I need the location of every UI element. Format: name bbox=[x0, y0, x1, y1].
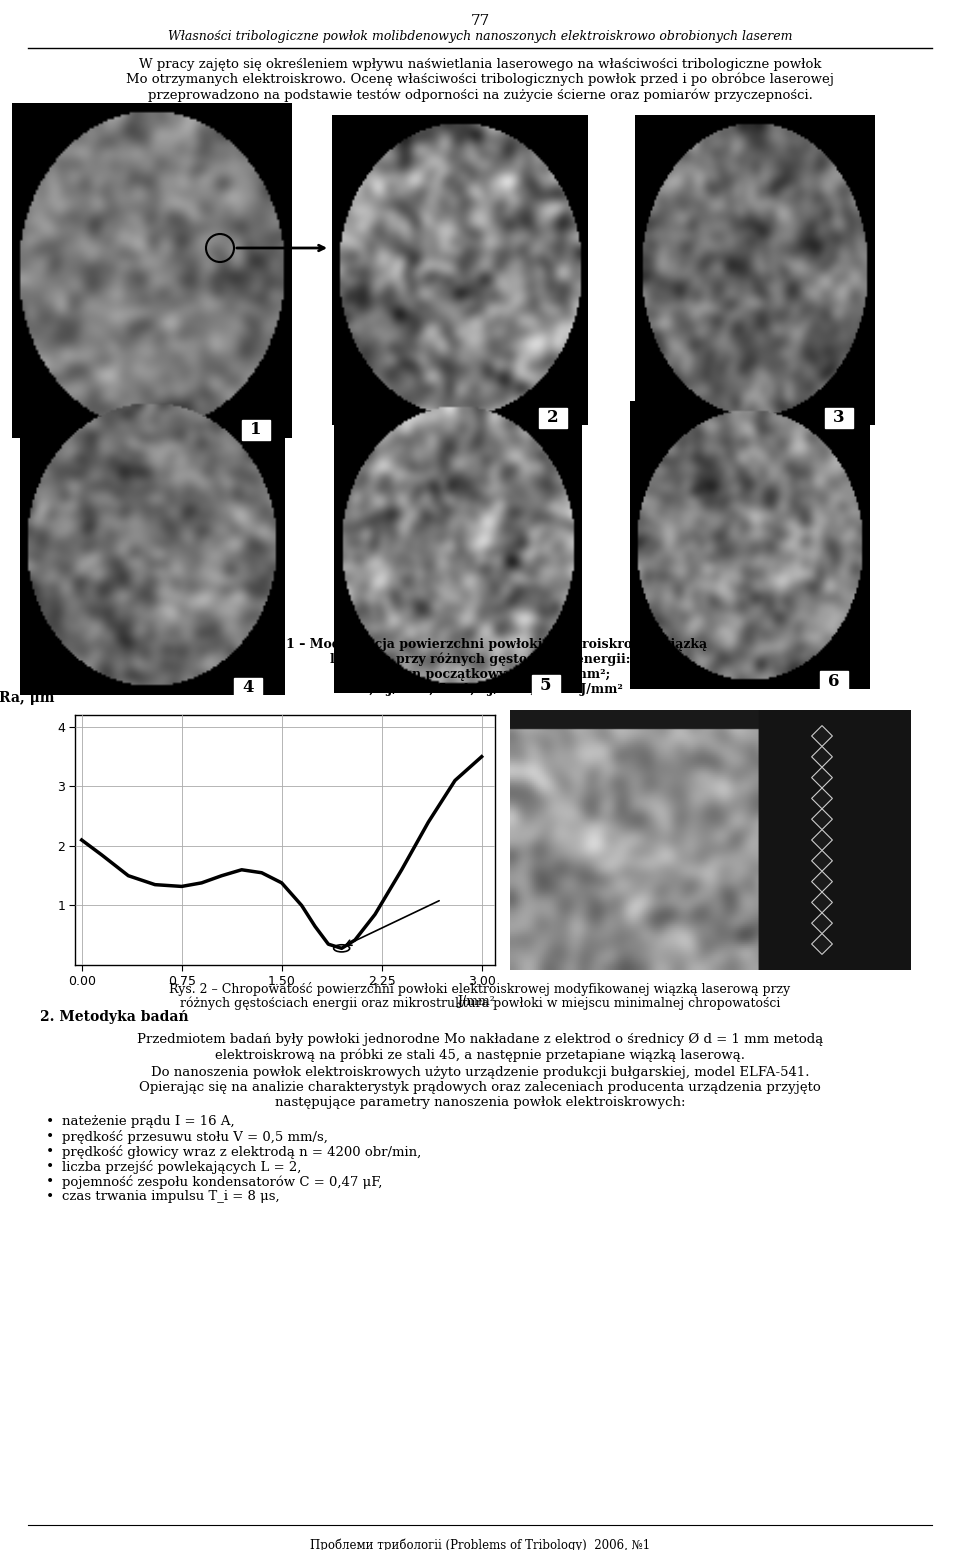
Text: 4: 4 bbox=[242, 679, 253, 696]
Text: różnych gęstościach energii oraz mikrostruktura powłoki w miejscu minimalnej chr: różnych gęstościach energii oraz mikrost… bbox=[180, 997, 780, 1009]
Polygon shape bbox=[811, 851, 832, 871]
Text: Rys. 1 – Modyfikacja powierzchni powłoki elektroiskrowej wiązką: Rys. 1 – Modyfikacja powierzchni powłoki… bbox=[252, 639, 708, 651]
Text: Проблеми трибологіі (Problems of Tribology)  2006, №1: Проблеми трибологіі (Problems of Tribolo… bbox=[310, 1538, 650, 1550]
Text: liczba przejść powlekających L = 2,: liczba przejść powlekających L = 2, bbox=[62, 1159, 301, 1173]
FancyBboxPatch shape bbox=[532, 674, 560, 694]
Bar bbox=[334, 397, 582, 693]
Text: 77: 77 bbox=[470, 14, 490, 28]
Text: 6: 6 bbox=[828, 673, 840, 690]
Polygon shape bbox=[811, 725, 832, 747]
Text: Ra, μm: Ra, μm bbox=[0, 691, 55, 705]
FancyBboxPatch shape bbox=[242, 420, 270, 440]
Polygon shape bbox=[811, 933, 832, 955]
Polygon shape bbox=[811, 809, 832, 829]
Text: następujące parametry nanoszenia powłok elektroiskrowych:: następujące parametry nanoszenia powłok … bbox=[275, 1096, 685, 1108]
Polygon shape bbox=[811, 871, 832, 891]
Text: 2: 2 bbox=[546, 409, 559, 426]
Text: czas trwania impulsu T_i = 8 μs,: czas trwania impulsu T_i = 8 μs, bbox=[62, 1190, 279, 1203]
FancyBboxPatch shape bbox=[539, 408, 566, 428]
Text: laserową przy różnych gęstościach energii:: laserową przy różnych gęstościach energi… bbox=[330, 653, 630, 666]
Polygon shape bbox=[811, 891, 832, 913]
Text: W pracy zajęto się określeniem wpływu naświetlania laserowego na właściwości tri: W pracy zajęto się określeniem wpływu na… bbox=[139, 57, 821, 71]
Text: Własności tribologiczne powłok molibdenowych nanoszonych elektroiskrowo obrobion: Własności tribologiczne powłok molibdeno… bbox=[168, 29, 792, 43]
Text: Opierając się na analizie charakterystyk prądowych oraz zaleceniach producenta u: Opierając się na analizie charakterystyk… bbox=[139, 1080, 821, 1094]
Text: J/mm²: J/mm² bbox=[457, 995, 495, 1008]
Polygon shape bbox=[811, 829, 832, 851]
Bar bbox=[12, 102, 292, 437]
Polygon shape bbox=[811, 913, 832, 933]
Text: Rys. 2 – Chropowatość powierzchni powłoki elektroiskrowej modyfikowanej wiązką l: Rys. 2 – Chropowatość powierzchni powłok… bbox=[169, 983, 791, 997]
Text: Mo otrzymanych elektroiskrowo. Ocenę właściwości tribologicznych powłok przed i : Mo otrzymanych elektroiskrowo. Ocenę wła… bbox=[126, 73, 834, 87]
Text: •: • bbox=[46, 1159, 54, 1173]
Bar bbox=[635, 115, 875, 425]
Text: 1: 1 bbox=[251, 422, 262, 439]
FancyBboxPatch shape bbox=[234, 677, 262, 698]
Bar bbox=[332, 115, 588, 425]
Text: •: • bbox=[46, 1114, 54, 1128]
Text: 5: 5 bbox=[540, 676, 551, 693]
Text: 4 – 1,5 J/mm²; 5 – 1,8 J/mm²;  6 – 2 J/mm²: 4 – 1,5 J/mm²; 5 – 1,8 J/mm²; 6 – 2 J/mm… bbox=[337, 684, 623, 696]
Text: nateżenie prądu I = 16 A,: nateżenie prądu I = 16 A, bbox=[62, 1114, 234, 1128]
Text: 2. Metodyka badań: 2. Metodyka badań bbox=[40, 1011, 188, 1025]
Text: •: • bbox=[46, 1145, 54, 1159]
Text: 1, 2 – stan początkowy, 3 – 0,7 J/mm²;: 1, 2 – stan początkowy, 3 – 0,7 J/mm²; bbox=[349, 668, 611, 680]
Text: prędkość przesuwu stołu V = 0,5 mm/s,: prędkość przesuwu stołu V = 0,5 mm/s, bbox=[62, 1130, 328, 1144]
Text: •: • bbox=[46, 1130, 54, 1144]
Bar bbox=[630, 401, 870, 690]
Text: •: • bbox=[46, 1175, 54, 1189]
Text: pojemność zespołu kondensatorów C = 0,47 μF,: pojemność zespołu kondensatorów C = 0,47… bbox=[62, 1175, 382, 1189]
Text: 3: 3 bbox=[833, 409, 845, 426]
Text: Przedmiotem badań były powłoki jednorodne Mo nakładane z elektrod o średnicy Ø d: Przedmiotem badań były powłoki jednorodn… bbox=[137, 1032, 823, 1046]
Text: Do nanoszenia powłok elektroiskrowych użyto urządzenie produkcji bułgarskiej, mo: Do nanoszenia powłok elektroiskrowych uż… bbox=[151, 1066, 809, 1079]
Bar bbox=[19, 395, 284, 694]
Text: prędkość głowicy wraz z elektrodą n = 4200 obr/min,: prędkość głowicy wraz z elektrodą n = 42… bbox=[62, 1145, 421, 1159]
FancyBboxPatch shape bbox=[820, 671, 848, 691]
Text: elektroiskrową na próbki ze stali 45, a następnie przetapiane wiązką laserową.: elektroiskrową na próbki ze stali 45, a … bbox=[215, 1048, 745, 1062]
Polygon shape bbox=[811, 787, 832, 809]
Polygon shape bbox=[811, 767, 832, 787]
Text: •: • bbox=[46, 1190, 54, 1204]
Polygon shape bbox=[811, 747, 832, 767]
Text: przeprowadzono na podstawie testów odporności na zużycie ścierne oraz pomiarów p: przeprowadzono na podstawie testów odpor… bbox=[148, 88, 812, 101]
FancyBboxPatch shape bbox=[825, 408, 853, 428]
